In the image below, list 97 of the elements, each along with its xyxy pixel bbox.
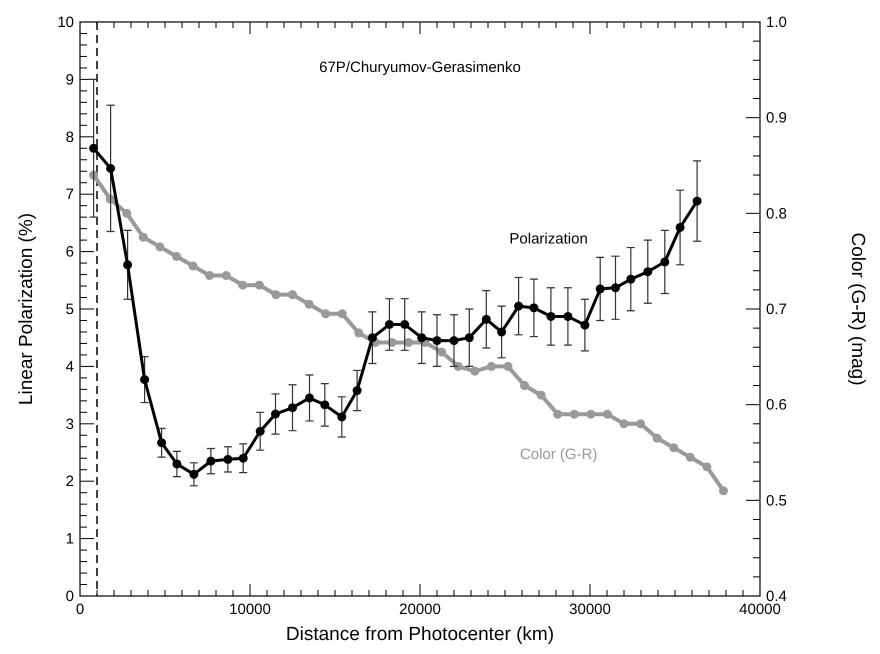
point [189, 470, 198, 479]
point [570, 410, 579, 419]
x-axis-title: Distance from Photocenter (km) [286, 624, 554, 645]
point [354, 328, 364, 338]
y-tick-label: 9 [66, 71, 74, 88]
point [238, 454, 248, 463]
point [400, 320, 410, 329]
point [254, 280, 264, 290]
point [417, 333, 426, 342]
point [305, 393, 314, 402]
point [205, 271, 214, 280]
point [337, 412, 346, 422]
point [529, 303, 538, 312]
point [288, 403, 297, 412]
y-tick-label: 3 [66, 416, 74, 433]
point [620, 419, 628, 428]
y2-tick-label: 1.0 [766, 14, 787, 31]
point [718, 486, 728, 496]
y-tick-label: 0 [66, 588, 74, 605]
point [172, 252, 181, 261]
point [288, 290, 297, 300]
y-tick-label: 2 [66, 473, 74, 490]
point [320, 400, 330, 410]
point [536, 390, 546, 400]
point [157, 438, 166, 448]
point [520, 381, 530, 390]
y2-axis-title: Color (G-R) (mag) [847, 232, 868, 386]
y-axis-title: Linear Polarization (%) [16, 212, 37, 406]
series-label: Color (G-R) [520, 446, 598, 464]
point [563, 312, 572, 321]
point [238, 280, 248, 290]
y-tick-label: 7 [66, 186, 74, 204]
point [702, 462, 712, 472]
point [497, 327, 506, 336]
x-tick-label: 20000 [399, 601, 441, 618]
point [89, 144, 98, 153]
point [338, 309, 347, 318]
point [222, 271, 231, 280]
point [580, 320, 590, 330]
point [450, 336, 458, 346]
point [368, 333, 377, 342]
point [223, 454, 232, 464]
y2-tick-label: 0.5 [766, 492, 787, 510]
point [692, 196, 702, 206]
y2-tick-label: 0.6 [766, 396, 787, 414]
point [676, 222, 685, 232]
point [206, 456, 216, 466]
point [454, 362, 463, 371]
point [271, 290, 280, 300]
point [669, 443, 678, 452]
point [123, 260, 132, 270]
point [611, 283, 620, 292]
y-tick-label: 5 [66, 301, 74, 318]
point [432, 336, 442, 346]
point [188, 261, 198, 270]
y2-tick-label: 0.9 [766, 110, 787, 127]
point [514, 302, 524, 311]
point [626, 274, 636, 284]
point [138, 232, 148, 242]
point [304, 300, 314, 309]
point [503, 362, 512, 371]
point [122, 208, 132, 218]
point [384, 320, 394, 329]
point [106, 164, 116, 173]
y2-tick-label: 0.8 [766, 205, 787, 222]
point [486, 362, 496, 371]
point [464, 333, 474, 342]
point [636, 419, 646, 428]
annotation: 67P/Churyumov-Gerasimenko [319, 59, 521, 76]
point [652, 434, 662, 443]
point [602, 410, 612, 419]
point [172, 459, 182, 468]
y-tick-label: 10 [57, 14, 74, 31]
y-tick-label: 4 [66, 358, 74, 376]
point [352, 386, 362, 396]
text: Polarization [509, 230, 588, 248]
point [271, 410, 280, 419]
y-tick-label: 8 [66, 128, 74, 146]
point [586, 410, 596, 419]
point [553, 410, 562, 419]
y-tick-label: 1 [66, 530, 74, 548]
point [470, 366, 480, 376]
point [140, 375, 150, 384]
point [686, 452, 695, 462]
point [256, 426, 265, 436]
point [643, 267, 652, 276]
x-tick-label: 10000 [229, 601, 271, 618]
point [155, 242, 164, 252]
point [596, 284, 605, 294]
point [482, 314, 491, 324]
point [546, 312, 556, 321]
y-tick-label: 6 [66, 244, 74, 261]
point [321, 309, 330, 318]
y2-tick-label: 0.7 [766, 301, 787, 318]
point [437, 348, 446, 357]
x-tick-label: 30000 [569, 601, 611, 618]
point [660, 257, 670, 266]
